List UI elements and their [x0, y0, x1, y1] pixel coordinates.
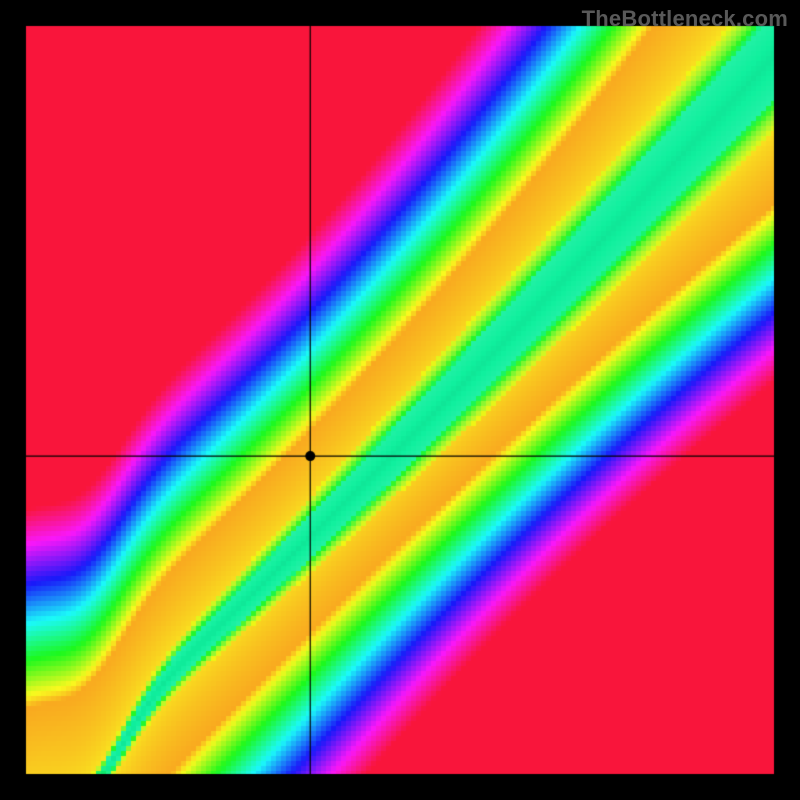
- chart-container: TheBottleneck.com: [0, 0, 800, 800]
- watermark-text: TheBottleneck.com: [582, 6, 788, 32]
- bottleneck-heatmap: [0, 0, 800, 800]
